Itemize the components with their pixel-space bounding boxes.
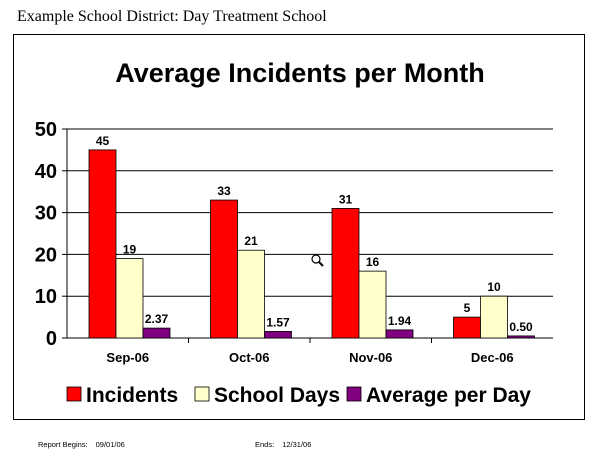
report-begins: Report Begins: 09/01/06 <box>38 440 125 449</box>
bar-school-days <box>115 258 144 339</box>
legend-swatch <box>66 386 82 402</box>
bar-average-per-day <box>507 335 535 339</box>
y-tick-label: 30 <box>35 203 57 225</box>
bar-average-per-day <box>264 331 292 339</box>
data-label: 5 <box>464 301 471 315</box>
data-label: 0.50 <box>509 320 533 334</box>
data-label: 1.94 <box>388 314 412 328</box>
data-labels: 45 19 2.37 33 21 1.57 31 16 1.94 5 10 0.50 <box>96 134 533 334</box>
gridlines <box>67 128 553 297</box>
chart-frame <box>13 34 585 420</box>
y-tick-label: 10 <box>35 286 57 308</box>
x-tick-label: Oct-06 <box>229 350 269 365</box>
report-ends-value: 12/31/06 <box>282 440 312 449</box>
data-label: 19 <box>123 243 137 257</box>
report-header: Example School District: Day Treatment S… <box>17 8 327 25</box>
data-label: 2.37 <box>145 312 169 326</box>
legend-label: Incidents <box>86 384 178 407</box>
bar-incidents <box>453 316 481 339</box>
report-ends: Ends: 12/31/06 <box>255 440 311 449</box>
y-tick-label: 0 <box>46 328 57 350</box>
data-label: 45 <box>96 134 110 148</box>
bar-incidents <box>88 149 117 339</box>
legend: Incidents School Days Average per Day <box>66 384 531 407</box>
legend-swatch <box>194 386 210 402</box>
report-ends-label: Ends: <box>255 440 275 449</box>
report-begins-value: 09/01/06 <box>95 440 125 449</box>
legend-label: School Days <box>214 384 340 407</box>
bar-incidents <box>331 208 360 339</box>
legend-swatch <box>346 386 362 402</box>
bar-average-per-day <box>142 327 171 339</box>
data-label: 21 <box>244 234 258 248</box>
bar-school-days <box>358 270 387 339</box>
x-tick-label: Sep-06 <box>106 350 149 365</box>
y-tick-label: 50 <box>35 119 57 141</box>
bars <box>88 149 535 339</box>
legend-label: Average per Day <box>366 384 531 407</box>
data-label: 31 <box>339 192 353 206</box>
y-tick-label: 20 <box>35 244 57 266</box>
data-label: 1.57 <box>266 315 290 329</box>
bar-school-days <box>480 295 508 339</box>
bar-average-per-day <box>385 329 414 339</box>
bar-incidents <box>210 199 238 339</box>
x-tick-label: Dec-06 <box>471 350 514 365</box>
data-label: 10 <box>487 280 501 294</box>
data-label: 16 <box>366 255 380 269</box>
x-tick-label: Nov-06 <box>349 350 392 365</box>
chart-title: Average Incidents per Month <box>115 58 485 88</box>
magnifier-cursor-icon <box>311 254 324 267</box>
report-begins-label: Report Begins: <box>38 440 88 449</box>
bar-school-days <box>237 249 265 339</box>
data-label: 33 <box>217 184 231 198</box>
y-tick-label: 40 <box>35 161 57 183</box>
